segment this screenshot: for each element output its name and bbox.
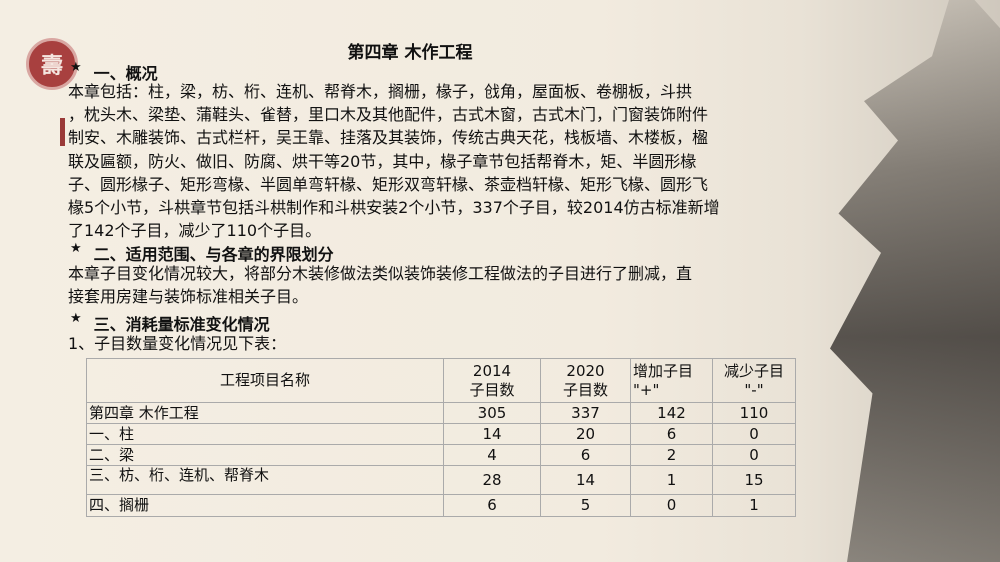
cell-name: 四、搁栅 <box>86 494 444 517</box>
table-row: 一、柱 14 20 6 0 <box>86 423 796 445</box>
cell-added: 0 <box>630 494 713 517</box>
text-line: ，枕头木、梁垫、蒲鞋头、雀替，里口木及其他配件，古式木窗，古式木门，门窗装饰附件 <box>68 105 709 125</box>
overview-paragraph: 本章包括：柱，梁，枋、桁、连机、帮脊木，搁栅，椽子，戗角，屋面板、卷棚板，斗拱 … <box>68 80 720 242</box>
section-heading-overview: ★ 一、概况 <box>70 60 158 84</box>
header-text: 2020 <box>566 361 605 380</box>
cell-removed: 0 <box>712 444 796 466</box>
header-cell: 2014 子目数 <box>443 358 541 403</box>
header-text: 子目数 <box>562 380 608 399</box>
cell-removed: 15 <box>712 465 796 495</box>
header-cell: 增加子目 "+" <box>630 358 713 403</box>
section-heading-consumption: ★ 三、消耗量标准变化情况 <box>70 311 270 335</box>
table-row: 第四章 木作工程 305 337 142 110 <box>86 402 796 424</box>
star-icon: ★ <box>70 60 82 75</box>
text-line: 联及匾额，防火、做旧、防腐、烘干等20节，其中，椽子章节包括帮脊木，矩、半圆形椽 <box>68 151 697 171</box>
cell-2014: 14 <box>443 423 541 445</box>
cell-2014: 28 <box>443 465 541 495</box>
text-line: 本章子目变化情况较大，将部分木装修做法类似装饰装修工程做法的子目进行了删减，直 <box>68 264 693 283</box>
header-cell: 减少子目 "-" <box>712 358 796 403</box>
decorative-bar <box>60 118 65 146</box>
cell-2014: 4 <box>443 444 541 466</box>
cell-name: 第四章 木作工程 <box>86 402 444 424</box>
header-cell: 2020 子目数 <box>540 358 631 403</box>
header-text: 2014 <box>472 361 512 380</box>
table-row: 三、枋、桁、连机、帮脊木 28 14 1 15 <box>86 465 796 495</box>
header-cell: 工程项目名称 <box>86 358 444 403</box>
cell-name: 三、枋、桁、连机、帮脊木 <box>86 465 444 495</box>
seal-logo: 壽 <box>26 38 78 90</box>
table-row: 四、搁栅 6 5 0 1 <box>86 494 796 517</box>
cell-2020: 6 <box>540 444 631 466</box>
table-row: 二、梁 4 6 2 0 <box>86 444 796 466</box>
cell-removed: 0 <box>712 423 796 445</box>
header-text: 工程项目名称 <box>219 371 310 389</box>
text-line: 子、圆形椽子、矩形弯椽、半圆单弯轩椽、矩形双弯轩椽、茶壶档轩椽、矩形飞椽、圆形飞 <box>68 174 709 194</box>
pagoda-background-image <box>830 0 1000 562</box>
cell-removed: 1 <box>712 494 796 517</box>
table-header-row: 工程项目名称 2014 子目数 2020 子目数 增加子目 "+" 减少子目 "-" <box>86 358 796 403</box>
section-heading-scope: ★ 二、适用范围、与各章的界限划分 <box>70 241 334 265</box>
text-line: 1、子目数量变化情况见下表： <box>68 334 287 353</box>
star-icon: ★ <box>70 311 82 326</box>
cell-added: 1 <box>630 465 713 495</box>
cell-added: 6 <box>630 423 713 445</box>
seal-glyph: 壽 <box>40 54 63 79</box>
cell-added: 2 <box>630 444 713 466</box>
slide-title: 第四章 木作工程 <box>347 43 473 63</box>
cell-2014: 305 <box>443 402 541 424</box>
item-count-table: 工程项目名称 2014 子目数 2020 子目数 增加子目 "+" 减少子目 "-" 第… <box>86 358 796 517</box>
cell-2020: 5 <box>540 494 631 517</box>
cell-2020: 20 <box>540 423 631 445</box>
text-line: 接套用房建与装饰标准相关子目。 <box>68 287 309 307</box>
header-text: 增加子目 <box>633 361 694 380</box>
text-line: 制安、木雕装饰、古式栏杆，吴王靠、挂落及其装饰，传统古典天花，栈板墙、木楼板，楹 <box>68 128 709 148</box>
cell-name: 一、柱 <box>86 423 444 445</box>
heading-text: 二、适用范围、与各章的界限划分 <box>93 245 334 264</box>
scope-paragraph: 本章子目变化情况较大，将部分木装修做法类似装饰装修工程做法的子目进行了删减，直 … <box>68 262 692 308</box>
star-icon: ★ <box>70 241 82 256</box>
header-text: 减少子目 <box>723 361 784 380</box>
cell-2014: 6 <box>443 494 541 517</box>
header-text: 子目数 <box>469 380 515 399</box>
header-text: "-" <box>744 380 764 399</box>
heading-text: 一、概况 <box>93 64 158 83</box>
header-text: "+" <box>633 380 660 399</box>
cell-removed: 110 <box>712 402 796 424</box>
text-line: 本章包括：柱，梁，枋、桁、连机、帮脊木，搁栅，椽子，戗角，屋面板、卷棚板，斗拱 <box>68 82 693 101</box>
cell-2020: 337 <box>540 402 631 424</box>
cell-added: 142 <box>630 402 713 424</box>
heading-text: 三、消耗量标准变化情况 <box>93 315 270 334</box>
text-line: 了142个子目，减少了110个子目。 <box>68 221 322 241</box>
text-line: 椽5个小节，斗栱章节包括斗栱制作和斗栱安装2个小节，337个子目，较2014仿古… <box>68 198 720 218</box>
cell-2020: 14 <box>540 465 631 495</box>
consumption-paragraph: 1、子目数量变化情况见下表： <box>68 332 286 355</box>
cell-name: 二、梁 <box>86 444 444 466</box>
